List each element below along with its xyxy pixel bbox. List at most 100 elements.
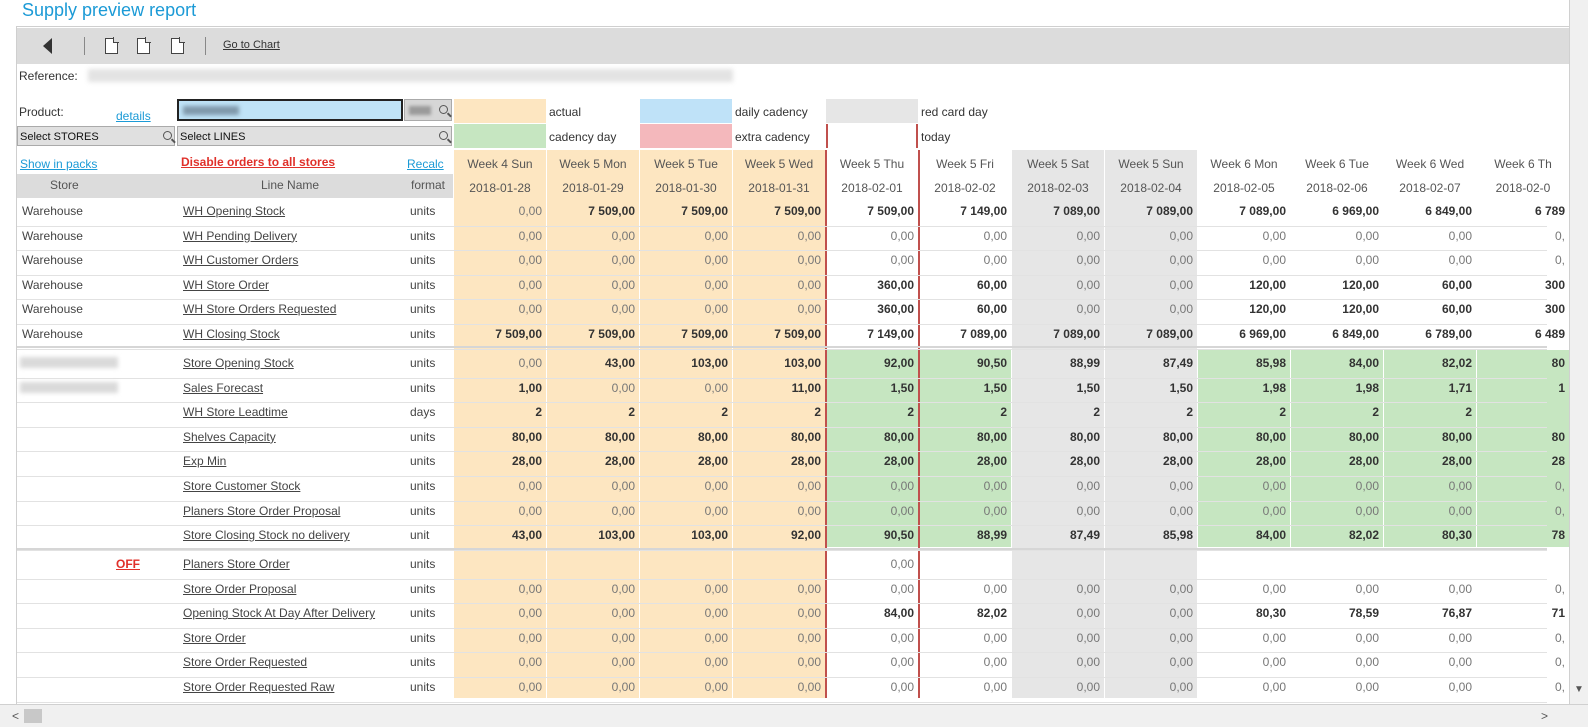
line-name-link[interactable]: Planers Store Order Proposal [183,503,341,518]
value-cell: 0,00 [518,581,542,596]
value-cell: 0,00 [518,356,542,370]
off-toggle-link[interactable]: OFF [116,557,140,571]
scroll-down-icon[interactable]: ▼ [1574,684,1584,695]
column-date: 2018-02-01 [841,181,903,195]
line-name-link[interactable]: WH Store Leadtime [183,405,288,420]
row-divider [17,677,1547,678]
legend-swatch-cadency-day [454,124,546,148]
line-name-link[interactable]: WH Customer Orders [183,253,299,268]
column-day: Week 5 Mon [559,157,627,171]
value-cell: 0,00 [1262,655,1286,670]
show-in-packs-link[interactable]: Show in packs [20,157,98,171]
scroll-right-icon[interactable]: > [1541,709,1549,723]
value-cell: 0,00 [797,503,821,518]
value-cell: 0,00 [518,503,542,518]
line-name-link[interactable]: WH Closing Stock [183,327,280,341]
value-cell: 88,99 [1069,356,1100,370]
value-cell: 0,00 [983,228,1007,243]
value-cell: 7 089,00 [1146,204,1193,218]
row-divider [17,426,1547,428]
row-divider [17,603,1547,605]
value-cell: 0,00 [704,655,728,670]
product-input[interactable] [177,99,403,121]
value-cell: 300 [1544,302,1565,317]
horizontal-scrollbar[interactable]: < > [0,704,1588,727]
value-cell: 82,02 [1348,528,1379,543]
line-name-link[interactable]: Store Order Requested [183,655,308,670]
value-cell: 0,00 [611,302,635,317]
column-background [1105,150,1197,698]
value-cell: 0,00 [1448,680,1472,694]
recalc-link[interactable]: Recalc [407,157,444,171]
go-to-chart-link[interactable]: Go to Chart [223,39,280,51]
value-cell: 0,00 [1355,630,1379,645]
line-name-link[interactable]: Store Customer Stock [183,479,301,493]
select-lines-dropdown[interactable]: Select LINES [177,126,452,146]
line-name-link[interactable]: Store Order Proposal [183,581,297,596]
back-arrow-icon[interactable] [37,28,57,64]
value-cell: 60,00 [976,302,1007,317]
value-cell: 78,59 [1348,606,1379,621]
line-name-link[interactable]: Shelves Capacity [183,429,276,444]
export-icon[interactable] [101,28,121,64]
row-divider [17,225,1547,227]
value-cell: 0,00 [1169,606,1193,621]
scroll-thumb[interactable] [24,709,42,723]
value-cell: 1,00 [518,380,542,395]
value-cell: 84,00 [1348,356,1379,370]
value-cell: 0,00 [983,655,1007,670]
column-date: 2018-02-02 [934,181,996,195]
line-name-link[interactable]: Store Order Requested Raw [183,680,335,694]
details-link[interactable]: details [116,109,151,123]
legend-today: today [921,130,951,144]
select-stores-label: Select STORES [20,131,99,143]
cadency-block [826,350,918,547]
value-cell: 0,00 [1076,630,1100,645]
value-cell: 2 [721,405,728,420]
line-name-link[interactable]: WH Store Orders Requested [183,302,337,317]
row-divider [17,578,1547,580]
scroll-left-icon[interactable]: < [12,709,20,723]
line-name-link[interactable]: Store Opening Stock [183,356,294,370]
line-name-link[interactable]: Store Closing Stock no delivery [183,528,350,543]
line-name-link[interactable]: Sales Forecast [183,380,264,395]
value-cell: 0,00 [1169,302,1193,317]
value-cell: 0,00 [704,253,728,268]
row-divider [17,476,1547,477]
line-name-link[interactable]: WH Store Order [183,277,270,292]
preview-icon[interactable] [167,28,187,64]
value-cell: 0,00 [1448,253,1472,268]
format-cell: units [410,253,436,268]
column-day: Week 6 Tue [1305,157,1369,171]
select-stores-dropdown[interactable]: Select STORES [17,126,175,146]
value-cell: 60,00 [1441,277,1472,292]
line-name-link[interactable]: WH Opening Stock [183,204,286,218]
vertical-scrollbar[interactable]: ▼ [1569,0,1588,704]
toolbar-separator [205,37,206,55]
line-name-link[interactable]: Planers Store Order [183,557,290,571]
value-cell: 0,00 [1076,581,1100,596]
disable-orders-link[interactable]: Disable orders to all stores [181,155,336,169]
value-cell: 28,00 [604,454,635,469]
document-icon[interactable] [133,28,153,64]
value-cell: 0,00 [1355,479,1379,493]
value-cell: 80,00 [697,429,728,444]
line-name-link[interactable]: WH Pending Delivery [183,228,298,243]
cadency-block [1384,350,1476,547]
value-cell: 28,00 [1162,454,1193,469]
cadency-block [1291,350,1383,547]
format-cell: units [410,503,436,518]
line-name-link[interactable]: Opening Stock At Day After Delivery [183,606,376,621]
value-cell: 0,00 [1262,680,1286,694]
value-cell: 0,00 [704,228,728,243]
line-name-link[interactable]: Store Order [183,630,246,645]
legend-swatch-extra-cadency [640,124,732,148]
line-name-link[interactable]: Exp Min [183,454,227,469]
row-divider [17,274,1547,276]
product-lookup-button[interactable] [404,99,452,121]
header-line-name: Line Name [261,178,320,192]
value-cell: 0, [1554,630,1565,645]
value-cell: 1,50 [1076,380,1100,395]
value-cell: 0, [1554,680,1565,694]
value-cell: 0,00 [518,655,542,670]
